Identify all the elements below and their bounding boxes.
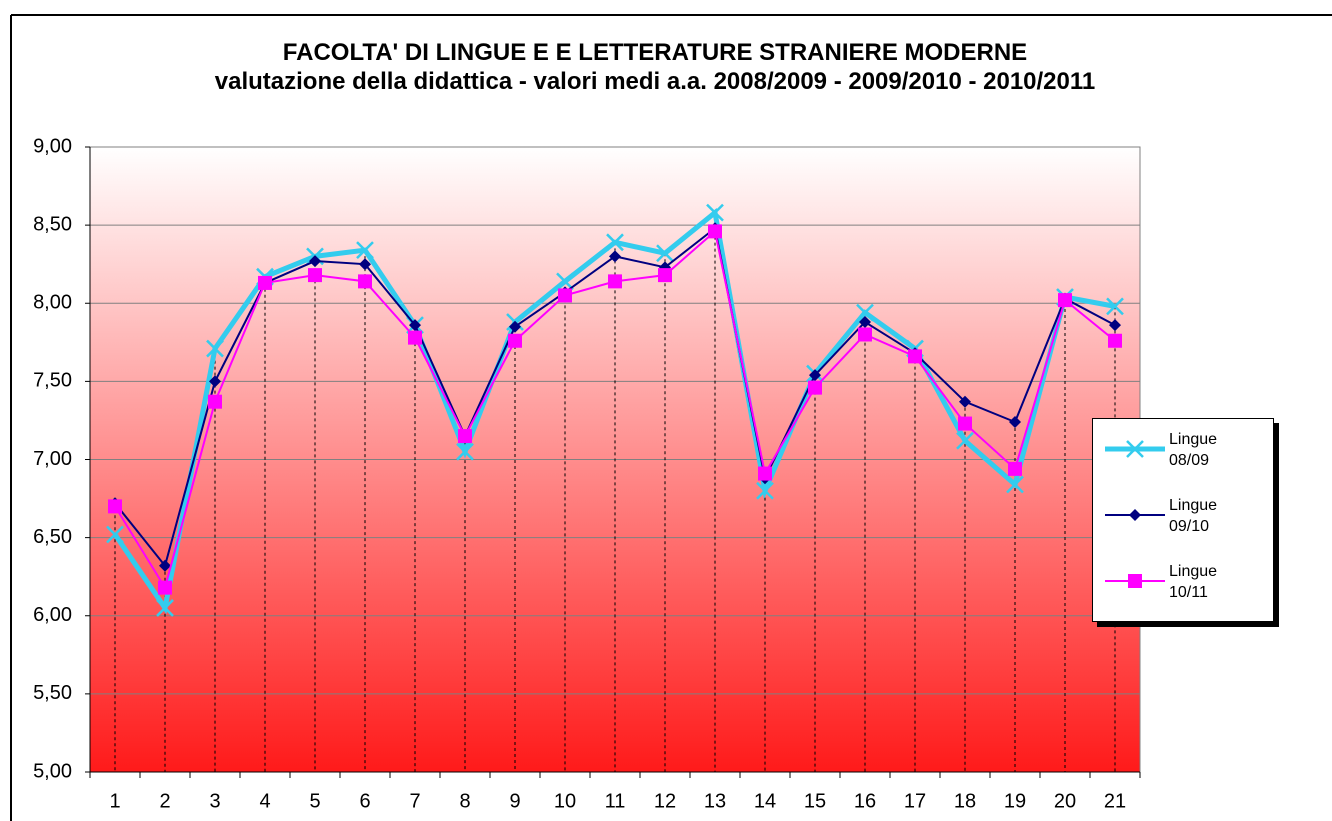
y-tick-label: 6,50: [33, 526, 72, 548]
y-tick-label: 6,00: [33, 604, 72, 626]
marker: [908, 349, 922, 364]
marker: [706, 203, 724, 222]
marker: [609, 250, 621, 263]
marker: [1106, 297, 1124, 316]
marker: [159, 559, 171, 572]
x-tick-label: 9: [509, 790, 520, 812]
marker: [708, 224, 722, 239]
marker: [358, 274, 372, 289]
y-tick-label: 5,00: [33, 760, 72, 782]
marker: [408, 330, 422, 345]
marker: [1008, 461, 1022, 476]
marker: [859, 316, 871, 328]
x-tick-label: 2: [159, 790, 170, 812]
y-tick-label: 8,50: [33, 213, 72, 235]
marker: [656, 244, 674, 263]
marker: [1058, 293, 1072, 308]
marker: [158, 580, 172, 595]
marker: [409, 319, 421, 332]
chart-subtitle: valutazione della didattica - valori med…: [214, 68, 1096, 95]
marker: [359, 258, 371, 271]
marker: [856, 303, 874, 322]
marker: [608, 274, 622, 289]
marker: [658, 268, 672, 283]
marker: [356, 241, 374, 260]
x-tick-label: 15: [804, 790, 826, 812]
x-tick-label: 8: [459, 790, 470, 812]
legend-item: Lingue 08/09: [1101, 429, 1271, 485]
x-tick-label: 3: [209, 790, 220, 812]
marker: [206, 339, 224, 358]
x-tick-label: 18: [954, 790, 976, 812]
chart-title: FACOLTA' DI LINGUE E E LETTERATURE STRAN…: [282, 39, 1028, 66]
x-tick-label: 13: [704, 790, 726, 812]
legend: Lingue 08/09 Lingue 09/10 Lingue 10/11: [1092, 418, 1274, 622]
x-tick-label: 21: [1104, 790, 1126, 812]
marker: [756, 481, 774, 500]
marker: [558, 288, 572, 303]
marker: [108, 499, 122, 514]
legend-label: Lingue 08/09: [1169, 431, 1218, 469]
marker: [509, 320, 521, 333]
marker: [208, 394, 222, 409]
marker: [258, 275, 272, 290]
marker: [809, 369, 821, 382]
marker: [508, 333, 522, 348]
marker: [959, 395, 971, 408]
x-tick-label: 4: [259, 790, 270, 812]
x-tick-label: 12: [654, 790, 676, 812]
legend-item: Lingue 09/10: [1101, 495, 1271, 551]
x-tick-label: 11: [605, 790, 626, 812]
marker: [1108, 333, 1122, 348]
marker: [1006, 475, 1024, 494]
marker: [309, 255, 321, 268]
y-tick-label: 8,00: [33, 292, 72, 314]
x-tick-label: 17: [904, 790, 926, 812]
marker: [458, 429, 472, 444]
marker: [956, 431, 974, 450]
legend-label: Lingue 09/10: [1169, 497, 1218, 535]
legend-swatch: [1105, 509, 1165, 521]
marker: [958, 416, 972, 431]
x-tick-label: 1: [109, 790, 120, 812]
marker: [1128, 574, 1142, 588]
marker: [1129, 509, 1141, 521]
y-tick-label: 9,00: [33, 135, 72, 157]
x-tick-label: 14: [754, 790, 776, 812]
x-tick-label: 6: [359, 790, 370, 812]
y-tick-label: 7,00: [33, 448, 72, 470]
marker: [1126, 440, 1144, 458]
marker: [606, 233, 624, 252]
y-tick-label: 7,50: [33, 370, 72, 392]
x-tick-label: 19: [1004, 790, 1026, 812]
legend-item: Lingue 10/11: [1101, 561, 1271, 617]
marker: [556, 272, 574, 291]
marker: [858, 327, 872, 342]
x-tick-label: 7: [409, 790, 420, 812]
legend-swatch: [1105, 574, 1165, 588]
marker: [1009, 416, 1021, 428]
marker: [758, 466, 772, 481]
marker: [1109, 319, 1121, 332]
legend-label: Lingue 10/11: [1169, 563, 1218, 601]
marker: [209, 375, 221, 388]
x-tick-label: 16: [854, 790, 876, 812]
y-tick-label: 5,50: [33, 682, 72, 704]
legend-swatch: [1105, 440, 1165, 458]
marker: [156, 599, 174, 617]
x-tick-label: 20: [1054, 790, 1076, 812]
x-tick-label: 5: [309, 790, 320, 812]
marker: [106, 525, 124, 544]
marker: [308, 268, 322, 283]
marker: [456, 442, 474, 461]
x-tick-label: 10: [554, 790, 576, 812]
marker: [808, 380, 822, 395]
